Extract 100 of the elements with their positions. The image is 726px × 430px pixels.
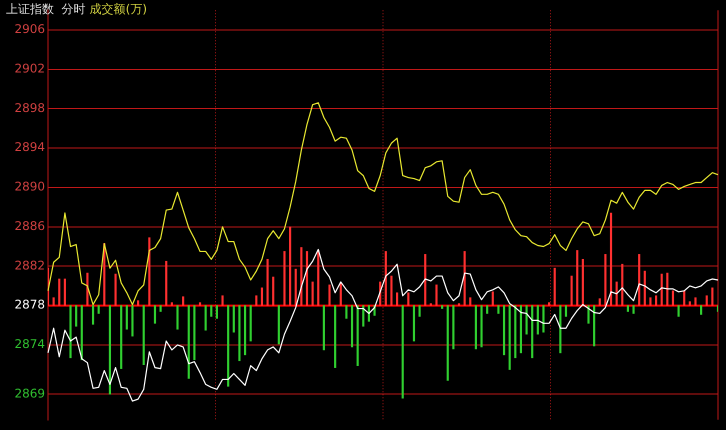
y-tick-label: 2869 [14,386,45,400]
bar [683,290,686,306]
bar [294,268,297,306]
bar [632,305,635,314]
bar [604,254,606,306]
bar [345,305,348,319]
y-tick-label: 2874 [14,337,45,352]
bar [238,305,241,362]
bar [328,284,331,306]
bar [322,305,325,350]
bar [570,276,573,306]
bar [688,301,691,306]
bar [654,295,658,306]
bar [407,292,410,306]
bar [396,292,398,306]
bar [165,260,168,306]
bar [278,305,280,344]
bar [131,305,134,336]
bar [120,305,122,369]
bar [492,291,494,306]
y-tick-label: 2906 [14,22,45,36]
bar [317,250,320,306]
bar [548,302,550,306]
bar [58,278,60,306]
bar [474,305,477,350]
bar [250,305,252,342]
bar [260,288,264,306]
bar [711,288,714,306]
bar [198,302,202,306]
bar [660,274,663,306]
bar [706,295,708,306]
chart-title: 上证指数 分时 [6,2,86,16]
bar [638,254,640,306]
bar [626,305,629,312]
chart-subtitle: 成交额(万) [90,2,148,16]
bar [283,251,286,306]
bar [446,305,449,381]
bar [170,302,173,306]
bar [469,297,472,306]
bar [334,305,336,368]
bar [435,284,438,306]
bar [390,276,393,306]
bar [452,305,454,350]
bar [508,305,511,370]
bar [649,297,652,306]
bar [266,258,269,306]
bar [182,296,184,306]
bar [621,264,624,306]
bar [98,305,100,314]
bar [312,282,314,306]
bar [700,305,702,315]
bar [593,305,596,346]
bar [193,305,196,360]
bar [350,305,354,348]
bar [486,305,488,314]
y-tick-label: 2878 [14,298,45,312]
bar [598,298,601,306]
bar [362,305,364,327]
bar [80,305,83,360]
bar [232,305,235,332]
bar [480,305,483,348]
bar [210,305,212,317]
bar [204,305,207,331]
bar [216,305,218,319]
y-tick-label: 2886 [14,218,45,233]
bar [384,251,387,306]
y-tick-label: 2890 [14,180,45,194]
bar [126,305,128,330]
bar [441,305,444,309]
bar [137,300,140,306]
bar [188,305,190,379]
bar [424,254,426,306]
bar [64,278,66,306]
bar [154,305,156,324]
bar [244,305,246,356]
bar [160,305,162,312]
bar [531,305,534,358]
y-tick-label: 2882 [14,258,45,272]
bar [672,290,674,306]
bar [289,226,292,306]
bar [644,270,646,306]
bar [554,268,556,306]
bar [582,258,584,306]
y-tick-label: 2894 [14,140,45,154]
bar [221,295,224,306]
bar [497,305,500,314]
bar [142,305,145,365]
bar [176,305,179,330]
bar [502,305,506,356]
y-tick-label: 2898 [14,100,45,115]
bar [92,305,94,325]
bar [340,282,342,306]
bar [514,305,516,358]
bar [610,212,612,306]
bar [694,297,697,306]
bar [75,305,78,327]
bar [576,250,578,306]
bar [52,297,55,306]
bar [412,305,416,342]
bar [255,295,258,306]
